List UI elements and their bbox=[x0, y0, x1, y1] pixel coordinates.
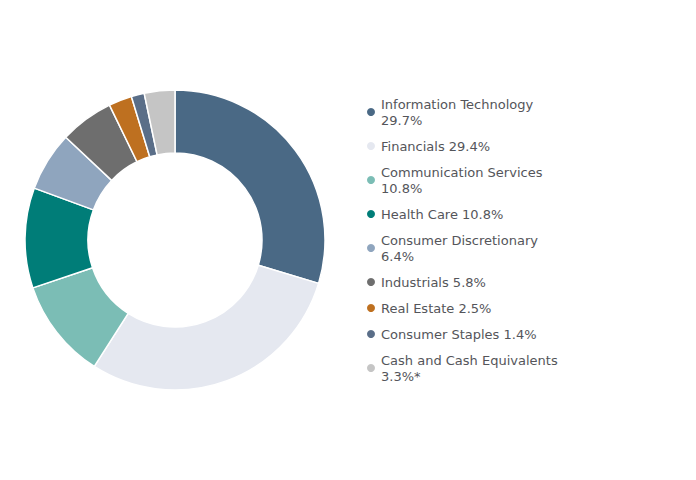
svg-text:Financials 29.4%: Financials 29.4% bbox=[381, 139, 490, 154]
svg-text:10.8%: 10.8% bbox=[381, 181, 422, 196]
svg-text:29.7%: 29.7% bbox=[381, 113, 422, 128]
svg-text:Consumer Discretionary: Consumer Discretionary bbox=[381, 233, 538, 248]
svg-text:Information Technology: Information Technology bbox=[381, 97, 534, 112]
svg-text:Consumer Staples 1.4%: Consumer Staples 1.4% bbox=[381, 327, 537, 342]
svg-text:6.4%: 6.4% bbox=[381, 249, 414, 264]
svg-text:Industrials 5.8%: Industrials 5.8% bbox=[381, 275, 486, 290]
svg-text:3.3%*: 3.3%* bbox=[381, 369, 421, 384]
svg-text:Health Care 10.8%: Health Care 10.8% bbox=[381, 207, 503, 222]
svg-text:Real Estate 2.5%: Real Estate 2.5% bbox=[381, 301, 491, 316]
svg-text:Cash and Cash Equivalents: Cash and Cash Equivalents bbox=[381, 353, 558, 368]
svg-text:Communication Services: Communication Services bbox=[381, 165, 543, 180]
